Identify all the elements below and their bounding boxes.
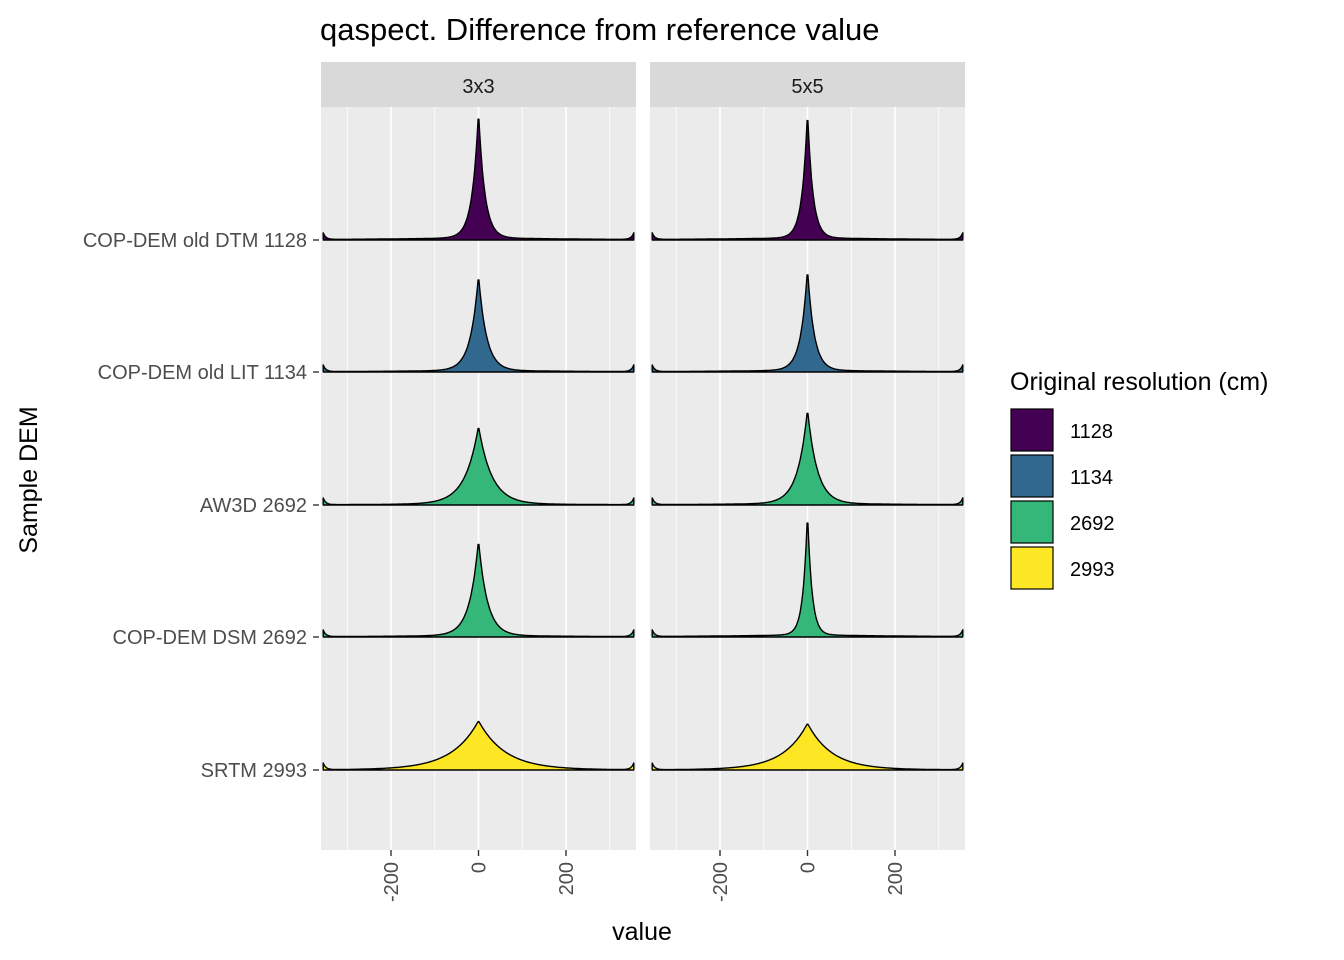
legend-label: 1134 (1070, 467, 1113, 489)
ridge-cop-dem-old-dtm-1128-5x5 (651, 119, 964, 241)
legend-key-1128 (1010, 408, 1054, 452)
y-tick-label: COP-DEM DSM 2692 (113, 627, 308, 649)
y-tick-label: SRTM 2993 (201, 760, 307, 782)
y-tick-label: COP-DEM old DTM 1128 (83, 230, 307, 252)
x-axis-ticks: -200 0 200 -200 0 200 (381, 850, 907, 902)
ridge-cop-dem-old-lit-1134-3x3 (322, 279, 635, 373)
facet-strip-label: 3x3 (462, 76, 494, 98)
legend-title: Original resolution (cm) (1010, 368, 1268, 396)
facet-strip-label: 5x5 (791, 76, 823, 98)
y-axis-title: Sample DEM (15, 406, 43, 553)
legend-key-2993 (1010, 546, 1054, 590)
ridge-cop-dem-old-dtm-1128-3x3 (322, 118, 635, 241)
legend-label: 2692 (1070, 513, 1115, 535)
facet-panel-3x3: 3x3 (321, 62, 636, 850)
x-tick-label: -200 (710, 862, 732, 902)
legend: Original resolution (cm) 1128 1134 2692 299… (1010, 368, 1268, 590)
legend-label: 1128 (1070, 421, 1113, 443)
x-tick-label: 0 (798, 862, 820, 873)
ridge-srtm-2993-5x5 (651, 723, 964, 771)
facet-strip (650, 62, 965, 107)
x-tick-label: 200 (885, 862, 907, 895)
plot-panels: 3x3 5x5 (321, 62, 965, 850)
facet-panel-5x5: 5x5 (650, 62, 965, 850)
ridge-cop-dem-dsm-2692-3x3 (322, 543, 635, 638)
x-tick-label: 200 (556, 862, 578, 895)
ridge-srtm-2993-3x3 (322, 720, 635, 771)
facet-strip (321, 62, 636, 107)
y-tick-label: AW3D 2692 (200, 495, 307, 517)
legend-key-1134 (1010, 454, 1054, 498)
legend-label: 2993 (1070, 559, 1115, 581)
legend-key-2692 (1010, 500, 1054, 544)
x-tick-label: 0 (469, 862, 491, 873)
ridge-cop-dem-dsm-2692-5x5 (651, 522, 964, 638)
ridge-cop-dem-old-lit-1134-5x5 (651, 274, 964, 373)
ridge-aw3d-2692-3x3 (322, 427, 635, 506)
x-tick-label: -200 (381, 862, 403, 902)
y-axis-ticks: COP-DEM old DTM 1128 COP-DEM old LIT 1134… (83, 230, 319, 782)
y-tick-label: COP-DEM old LIT 1134 (98, 362, 307, 384)
chart-title: qaspect. Difference from reference value (320, 12, 879, 47)
ridge-aw3d-2692-5x5 (651, 412, 964, 506)
x-axis-title: value (612, 918, 672, 946)
